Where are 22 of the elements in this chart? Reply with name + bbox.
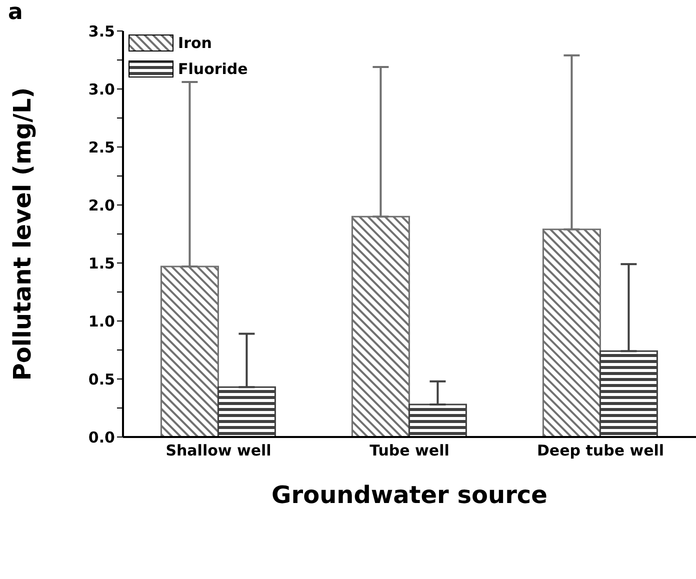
y-tick-label: 0.5 bbox=[88, 370, 115, 388]
y-axis-title: Pollutant level (mg/L) bbox=[8, 87, 37, 381]
y-tick-label: 3.0 bbox=[88, 80, 115, 98]
bar bbox=[599, 350, 658, 437]
x-axis-title: Groundwater source bbox=[272, 481, 548, 509]
legend-label: Iron bbox=[178, 34, 212, 52]
bar bbox=[217, 386, 276, 437]
bar bbox=[408, 404, 467, 437]
x-tick-label: Tube well bbox=[370, 442, 450, 460]
text: a bbox=[8, 0, 23, 25]
bar bbox=[351, 216, 410, 437]
y-tick-label: 1.5 bbox=[88, 254, 115, 272]
x-tick-label: Deep tube well bbox=[536, 442, 664, 460]
x-tick-label: Shallow well bbox=[166, 442, 272, 460]
y-tick-label: 0.0 bbox=[88, 428, 115, 446]
legend-label: Fluoride bbox=[178, 60, 248, 78]
y-tick-label: 3.5 bbox=[88, 22, 115, 40]
y-tick-label: 2.0 bbox=[88, 196, 115, 214]
y-tick-label: 2.5 bbox=[88, 138, 115, 156]
y-tick-label: 1.0 bbox=[88, 312, 115, 330]
bar bbox=[160, 266, 219, 437]
bar bbox=[542, 228, 601, 437]
